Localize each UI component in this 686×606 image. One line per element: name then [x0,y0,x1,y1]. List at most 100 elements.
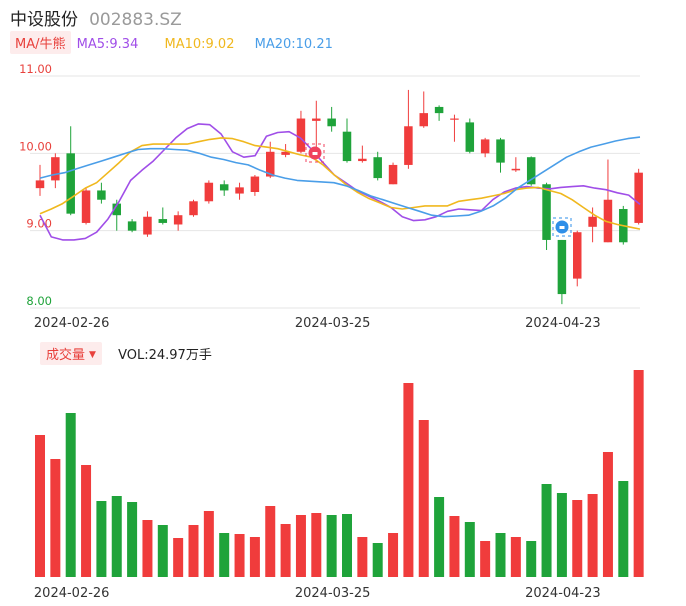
price-axis-label: 9.00 [26,217,52,231]
ma20-legend-value: MA20:10.21 [254,37,333,52]
candle-body [373,157,382,179]
volume-bar [219,533,230,577]
candle-body [127,221,137,231]
volume-bar [587,494,598,577]
volume-bar [157,525,168,577]
candle-body [51,157,60,181]
candle-body [296,118,306,152]
candle-body [219,184,229,191]
moving-average-lines [39,123,641,241]
volume-bar [556,493,567,577]
caret-down-icon: ▼ [89,350,96,360]
volume-bar [342,514,352,577]
volume-x-axis-label: 2024-03-25 [295,586,371,601]
ma-line-ma20 [39,136,641,218]
volume-bar [280,524,291,577]
bear-marker-icon [552,217,572,237]
candle-body [480,139,490,154]
volume-bar [111,496,122,577]
candle-body [526,157,536,185]
volume-bar [388,533,399,577]
candle-body [542,184,551,240]
volume-bar [403,383,414,577]
volume-bar [81,465,92,577]
volume-bar [480,541,491,577]
candle-body [603,199,613,243]
volume-x-axis-label: 2024-04-23 [525,586,601,601]
price-axis-labels: 11.00 10.00 9.00 8.00 [19,62,52,308]
volume-bar [357,537,368,577]
volume-bar [572,500,583,577]
volume-bars [35,370,644,577]
volume-bar [618,481,629,577]
ma-line-ma10 [39,137,641,230]
volume-bar [633,370,644,577]
bear-marker-icon-frame [552,217,572,237]
bull-marker-icon-glyph [312,152,318,155]
price-axis-label: 11.00 [19,62,52,76]
volume-x-axis-label: 2024-02-26 [34,586,110,601]
volume-bar [50,459,61,577]
volume-bar [96,501,107,577]
volume-bar [249,537,260,577]
candle-body [97,190,106,200]
volume-bar [65,413,76,577]
chart-markers [305,143,572,237]
volume-bar [173,538,184,577]
volume-bar [541,484,552,577]
volume-bar [372,543,383,577]
candle-body [250,176,260,192]
candle-body [419,113,428,127]
volume-bar [464,522,475,577]
candle-body [173,215,183,225]
bull-marker-icon-frame [305,143,325,163]
volume-selector-label: 成交量 [46,348,86,363]
candle-body [634,172,643,223]
candle-body [235,187,244,194]
volume-bar [449,516,460,577]
volume-bar [510,537,521,577]
volume-value: VOL:24.97万手 [118,348,212,363]
candle-body [143,216,152,235]
volume-bar [526,541,537,577]
candle-body [312,118,321,121]
volume-bar [234,534,245,577]
volume-bar [295,515,306,577]
candle-body [434,106,444,114]
candle-body [388,164,398,185]
candle-body [189,201,198,216]
volume-bar [203,511,214,577]
candle-body [342,131,352,162]
volume-bar [127,502,138,577]
price-axis-label: 10.00 [19,139,52,153]
candle-body [158,219,168,223]
volume-bar [434,497,445,577]
candle-body [327,118,336,127]
volume-legend: 成交量 ▼ VOL:24.97万手 [40,342,212,365]
price-x-axis-label: 2024-04-23 [525,316,601,331]
stock-name: 中设股份 [10,10,78,30]
stock-code: 002883.SZ [89,10,182,30]
candle-body [450,118,459,120]
price-axis-label: 8.00 [26,294,52,308]
candle-body [496,139,505,163]
candle-body [266,151,275,177]
candle-body [81,190,91,223]
candle-body [204,182,214,202]
volume-selector-button[interactable]: 成交量 ▼ [40,342,102,365]
candlesticks [35,89,643,305]
volume-bar [35,435,45,577]
ma-selector-button[interactable]: MA/牛熊 [10,31,71,54]
candle-body [66,153,75,214]
ma5-legend-value: MA5:9.34 [76,37,139,52]
ma-legend: MA/牛熊 MA5:9.34 MA10:9.02 MA20:10.21 [10,31,333,54]
candle-body [465,122,475,152]
volume-bar [326,515,337,577]
volume-bar [311,513,322,577]
candle-body [35,180,45,189]
candle-body [358,158,367,162]
price-x-axis-labels: 2024-02-26 2024-03-25 2024-04-23 [34,316,601,331]
candle-body [588,216,597,227]
volume-bar [265,506,276,577]
